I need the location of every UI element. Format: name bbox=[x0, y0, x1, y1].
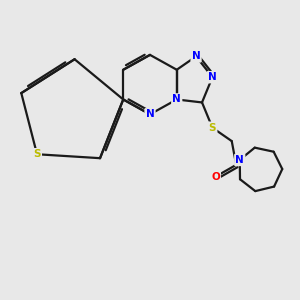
Text: S: S bbox=[209, 123, 216, 133]
Text: N: N bbox=[236, 155, 244, 165]
Text: S: S bbox=[33, 149, 41, 159]
Text: O: O bbox=[211, 172, 220, 182]
Text: N: N bbox=[192, 51, 200, 62]
Text: N: N bbox=[172, 94, 181, 104]
Text: N: N bbox=[146, 109, 154, 119]
Text: N: N bbox=[208, 72, 217, 82]
